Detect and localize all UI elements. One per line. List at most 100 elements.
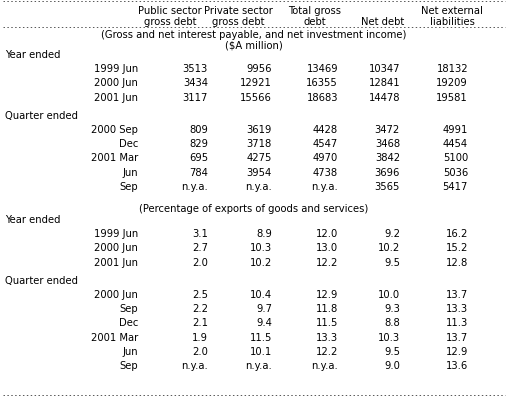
- Text: 3434: 3434: [183, 78, 208, 88]
- Text: 1.9: 1.9: [192, 333, 208, 343]
- Text: Sep: Sep: [119, 182, 138, 192]
- Text: 16.2: 16.2: [446, 229, 468, 239]
- Text: 10.3: 10.3: [250, 244, 272, 254]
- Text: gross debt: gross debt: [144, 17, 196, 27]
- Text: 2.1: 2.1: [192, 318, 208, 328]
- Text: 2.5: 2.5: [192, 290, 208, 300]
- Text: n.y.a.: n.y.a.: [311, 361, 338, 371]
- Text: 12.0: 12.0: [316, 229, 338, 239]
- Text: 2.7: 2.7: [192, 244, 208, 254]
- Text: 5417: 5417: [442, 182, 468, 192]
- Text: Net external: Net external: [421, 6, 483, 16]
- Text: 2001 Mar: 2001 Mar: [91, 153, 138, 164]
- Text: Public sector: Public sector: [138, 6, 202, 16]
- Text: Quarter ended: Quarter ended: [5, 111, 78, 121]
- Text: 10.2: 10.2: [378, 244, 400, 254]
- Text: 3619: 3619: [246, 125, 272, 135]
- Text: 11.5: 11.5: [315, 318, 338, 328]
- Text: 16355: 16355: [306, 78, 338, 88]
- Text: 3842: 3842: [375, 153, 400, 164]
- Text: 8.8: 8.8: [384, 318, 400, 328]
- Text: debt: debt: [304, 17, 326, 27]
- Text: Year ended: Year ended: [5, 50, 60, 60]
- Text: Total gross: Total gross: [289, 6, 341, 16]
- Text: 4991: 4991: [442, 125, 468, 135]
- Text: Year ended: Year ended: [5, 215, 60, 225]
- Text: 4428: 4428: [313, 125, 338, 135]
- Text: 3.1: 3.1: [192, 229, 208, 239]
- Text: 3565: 3565: [374, 182, 400, 192]
- Text: 3954: 3954: [247, 168, 272, 178]
- Text: 2001 Jun: 2001 Jun: [94, 258, 138, 267]
- Text: ($A million): ($A million): [225, 40, 283, 50]
- Text: 12841: 12841: [368, 78, 400, 88]
- Text: 15566: 15566: [240, 93, 272, 103]
- Text: 10.2: 10.2: [250, 258, 272, 267]
- Text: 9.0: 9.0: [384, 361, 400, 371]
- Text: 3513: 3513: [183, 64, 208, 74]
- Text: 12.9: 12.9: [315, 290, 338, 300]
- Text: 4547: 4547: [313, 139, 338, 149]
- Text: Dec: Dec: [119, 318, 138, 328]
- Text: 1999 Jun: 1999 Jun: [94, 229, 138, 239]
- Text: Jun: Jun: [122, 168, 138, 178]
- Text: Private sector: Private sector: [204, 6, 272, 16]
- Text: 13.6: 13.6: [446, 361, 468, 371]
- Text: (Percentage of exports of goods and services): (Percentage of exports of goods and serv…: [139, 204, 369, 214]
- Text: 3718: 3718: [247, 139, 272, 149]
- Text: 14478: 14478: [368, 93, 400, 103]
- Text: 4275: 4275: [246, 153, 272, 164]
- Text: 5036: 5036: [443, 168, 468, 178]
- Text: 9956: 9956: [246, 64, 272, 74]
- Text: n.y.a.: n.y.a.: [181, 182, 208, 192]
- Text: 13.7: 13.7: [446, 290, 468, 300]
- Text: 2000 Sep: 2000 Sep: [91, 125, 138, 135]
- Text: 2.0: 2.0: [192, 258, 208, 267]
- Text: 11.3: 11.3: [446, 318, 468, 328]
- Text: 3468: 3468: [375, 139, 400, 149]
- Text: 2000 Jun: 2000 Jun: [94, 290, 138, 300]
- Text: 2000 Jun: 2000 Jun: [94, 78, 138, 88]
- Text: 13.3: 13.3: [446, 304, 468, 314]
- Text: 13.3: 13.3: [316, 333, 338, 343]
- Text: 2.0: 2.0: [192, 347, 208, 357]
- Text: 8.9: 8.9: [256, 229, 272, 239]
- Text: liabilities: liabilities: [430, 17, 474, 27]
- Text: 784: 784: [189, 168, 208, 178]
- Text: 4970: 4970: [313, 153, 338, 164]
- Text: 18132: 18132: [436, 64, 468, 74]
- Text: 19581: 19581: [436, 93, 468, 103]
- Text: 2000 Jun: 2000 Jun: [94, 244, 138, 254]
- Text: 10.1: 10.1: [250, 347, 272, 357]
- Text: 15.2: 15.2: [446, 244, 468, 254]
- Text: 10.0: 10.0: [378, 290, 400, 300]
- Text: 695: 695: [189, 153, 208, 164]
- Text: 1999 Jun: 1999 Jun: [94, 64, 138, 74]
- Text: 3117: 3117: [182, 93, 208, 103]
- Text: Dec: Dec: [119, 139, 138, 149]
- Text: 13.7: 13.7: [446, 333, 468, 343]
- Text: 9.7: 9.7: [256, 304, 272, 314]
- Text: 5100: 5100: [443, 153, 468, 164]
- Text: 10347: 10347: [368, 64, 400, 74]
- Text: Sep: Sep: [119, 304, 138, 314]
- Text: 13469: 13469: [306, 64, 338, 74]
- Text: 12.8: 12.8: [446, 258, 468, 267]
- Text: 3696: 3696: [374, 168, 400, 178]
- Text: 3472: 3472: [375, 125, 400, 135]
- Text: (Gross and net interest payable, and net investment income): (Gross and net interest payable, and net…: [101, 30, 407, 40]
- Text: 9.3: 9.3: [384, 304, 400, 314]
- Text: n.y.a.: n.y.a.: [245, 182, 272, 192]
- Text: gross debt: gross debt: [212, 17, 264, 27]
- Text: 12.2: 12.2: [315, 258, 338, 267]
- Text: 9.5: 9.5: [384, 347, 400, 357]
- Text: 13.0: 13.0: [316, 244, 338, 254]
- Text: Net debt: Net debt: [361, 17, 405, 27]
- Text: 2.2: 2.2: [192, 304, 208, 314]
- Text: 2001 Jun: 2001 Jun: [94, 93, 138, 103]
- Text: n.y.a.: n.y.a.: [311, 182, 338, 192]
- Text: 11.5: 11.5: [249, 333, 272, 343]
- Text: 2001 Mar: 2001 Mar: [91, 333, 138, 343]
- Text: 12.2: 12.2: [315, 347, 338, 357]
- Text: Sep: Sep: [119, 361, 138, 371]
